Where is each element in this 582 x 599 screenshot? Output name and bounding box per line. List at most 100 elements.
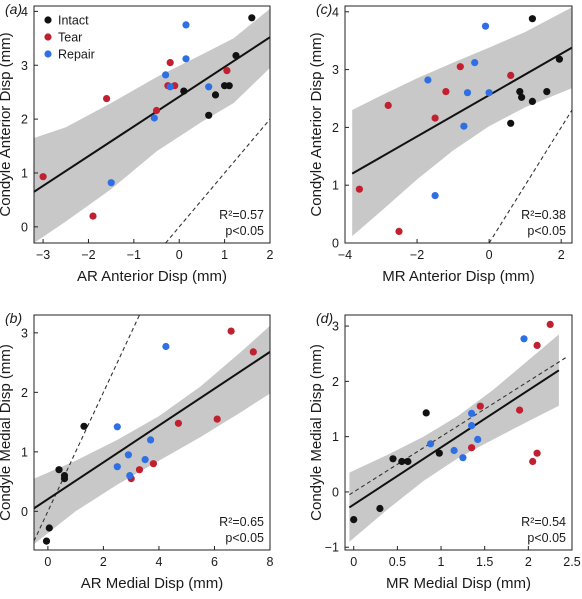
- x-tick-label: 6: [211, 555, 218, 569]
- point-intact: [45, 524, 53, 532]
- point-intact: [507, 119, 515, 127]
- point-repair: [520, 335, 528, 343]
- p-value-label: p<0.05: [225, 531, 264, 545]
- point-repair: [463, 89, 472, 97]
- y-tick-label: 3: [21, 59, 28, 73]
- point-repair: [182, 55, 190, 63]
- fit-line-b: [34, 351, 270, 510]
- point-repair: [431, 192, 439, 200]
- point-repair: [147, 436, 155, 444]
- point-intact: [404, 457, 412, 466]
- legend: Intact Tear Repair: [44, 14, 95, 62]
- confidence-band-b: [34, 325, 270, 545]
- point-tear: [533, 449, 541, 457]
- fit-line-c: [351, 46, 572, 175]
- x-tick-label: 1.5: [476, 555, 493, 569]
- point-tear: [468, 444, 476, 452]
- identity-line-d: [349, 356, 568, 496]
- point-tear: [395, 227, 403, 235]
- point-intact: [211, 91, 220, 99]
- point-tear: [213, 415, 221, 423]
- point-repair: [459, 454, 467, 462]
- x-axis-title: MR Anterior Disp (mm): [382, 268, 535, 285]
- point-repair: [182, 21, 190, 29]
- point-intact: [376, 504, 384, 513]
- point-repair: [481, 22, 490, 30]
- x-tick-label: 0.5: [389, 555, 406, 569]
- point-tear: [227, 327, 235, 335]
- point-intact: [55, 466, 63, 474]
- x-axis-title: AR Medial Disp (mm): [81, 575, 224, 592]
- legend-label-tear: Tear: [58, 31, 82, 45]
- p-value-label: p<0.05: [225, 224, 264, 238]
- panel-d: 0 0.5 1 1.5 2 2.5 −1 0 1 2 3 MR Medial Disp (mm) Con…: [308, 310, 581, 592]
- legend-label-repair: Repair: [58, 48, 95, 62]
- point-tear: [546, 320, 554, 328]
- point-tear: [476, 402, 484, 410]
- r-squared-label: R²=0.54: [521, 515, 566, 529]
- y-tick-label: 2: [21, 113, 28, 127]
- point-tear: [507, 71, 515, 79]
- x-tick-label: 8: [267, 555, 274, 569]
- y-tick-label: 1: [21, 166, 28, 180]
- point-repair: [460, 122, 468, 130]
- x-tick-label: −3: [36, 248, 50, 262]
- point-repair: [162, 71, 170, 79]
- fit-line-a: [34, 36, 270, 193]
- point-tear: [456, 63, 464, 71]
- y-axis-title: Condyle Anterior Disp (mm): [308, 32, 325, 216]
- legend-label-intact: Intact: [58, 14, 89, 28]
- y-tick-label: 2: [332, 121, 339, 135]
- point-repair: [126, 472, 134, 480]
- point-tear: [355, 185, 363, 193]
- point-intact: [516, 88, 524, 96]
- plot-area-c: [351, 7, 572, 243]
- point-intact: [543, 88, 551, 96]
- y-tick-label: 1: [332, 430, 339, 444]
- x-tick-label: 2.5: [563, 555, 580, 569]
- y-tick-label: 3: [332, 320, 339, 334]
- point-intact: [389, 455, 397, 463]
- x-axis-title: MR Medial Disp (mm): [386, 575, 531, 592]
- point-tear: [152, 106, 161, 115]
- point-intact: [232, 52, 240, 60]
- panel-a: −3 −2 −1 0 1 2 0 1 2 3 4 AR Anterior Disp (mm) Condy…: [0, 1, 274, 285]
- plot-area-d: [348, 320, 568, 542]
- point-intact: [555, 55, 564, 63]
- point-intact: [398, 457, 406, 466]
- x-tick-label: 1: [221, 248, 228, 262]
- point-tear: [223, 67, 231, 75]
- point-repair: [450, 446, 458, 455]
- point-repair: [471, 59, 479, 67]
- r-squared-label: R²=0.57: [219, 208, 264, 222]
- point-tear: [431, 114, 439, 122]
- point-intact: [42, 537, 51, 545]
- y-tick-label: 1: [21, 445, 28, 459]
- x-tick-label: 0: [44, 555, 51, 569]
- x-tick-label: 0: [350, 555, 357, 569]
- y-tick-label: 0: [21, 505, 28, 519]
- panel-letter: (a): [5, 1, 22, 17]
- plot-area-b: [34, 315, 270, 545]
- r-squared-label: R²=0.65: [219, 515, 264, 529]
- x-tick-label: 2: [525, 555, 532, 569]
- point-intact: [80, 422, 88, 430]
- point-tear: [442, 88, 450, 96]
- confidence-band-c: [352, 7, 572, 237]
- point-repair: [107, 179, 115, 187]
- x-tick-label: 1: [438, 555, 445, 569]
- point-repair: [485, 89, 493, 97]
- y-tick-label: 4: [332, 5, 339, 19]
- point-intact: [180, 87, 188, 95]
- y-tick-label: 3: [332, 63, 339, 77]
- point-repair: [162, 342, 170, 351]
- legend-marker-tear: [44, 33, 52, 41]
- point-tear: [174, 419, 182, 427]
- panel-letter: (d): [316, 310, 333, 326]
- axes-frame-d: [344, 314, 573, 551]
- plot-area-a: [34, 8, 270, 243]
- point-repair: [150, 114, 158, 122]
- x-tick-label: −2: [410, 248, 424, 262]
- y-tick-label: 2: [21, 386, 28, 400]
- x-tick-label: 2: [100, 555, 107, 569]
